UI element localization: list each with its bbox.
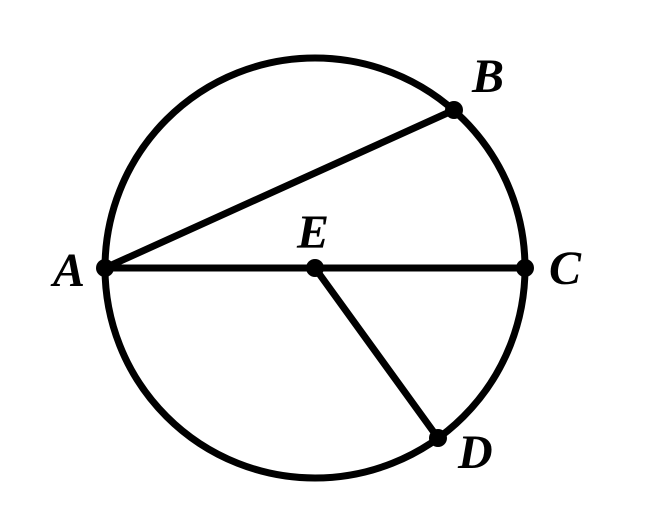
segment-ED [315, 268, 438, 438]
point-D [429, 429, 447, 447]
point-E [306, 259, 324, 277]
label-A: A [50, 244, 85, 297]
label-B: B [471, 50, 504, 103]
label-C: C [549, 242, 582, 295]
point-C [516, 259, 534, 277]
label-D: D [457, 426, 493, 479]
point-B [445, 101, 463, 119]
label-E: E [296, 206, 329, 259]
point-A [96, 259, 114, 277]
geometry-diagram: A B C D E [0, 0, 657, 531]
